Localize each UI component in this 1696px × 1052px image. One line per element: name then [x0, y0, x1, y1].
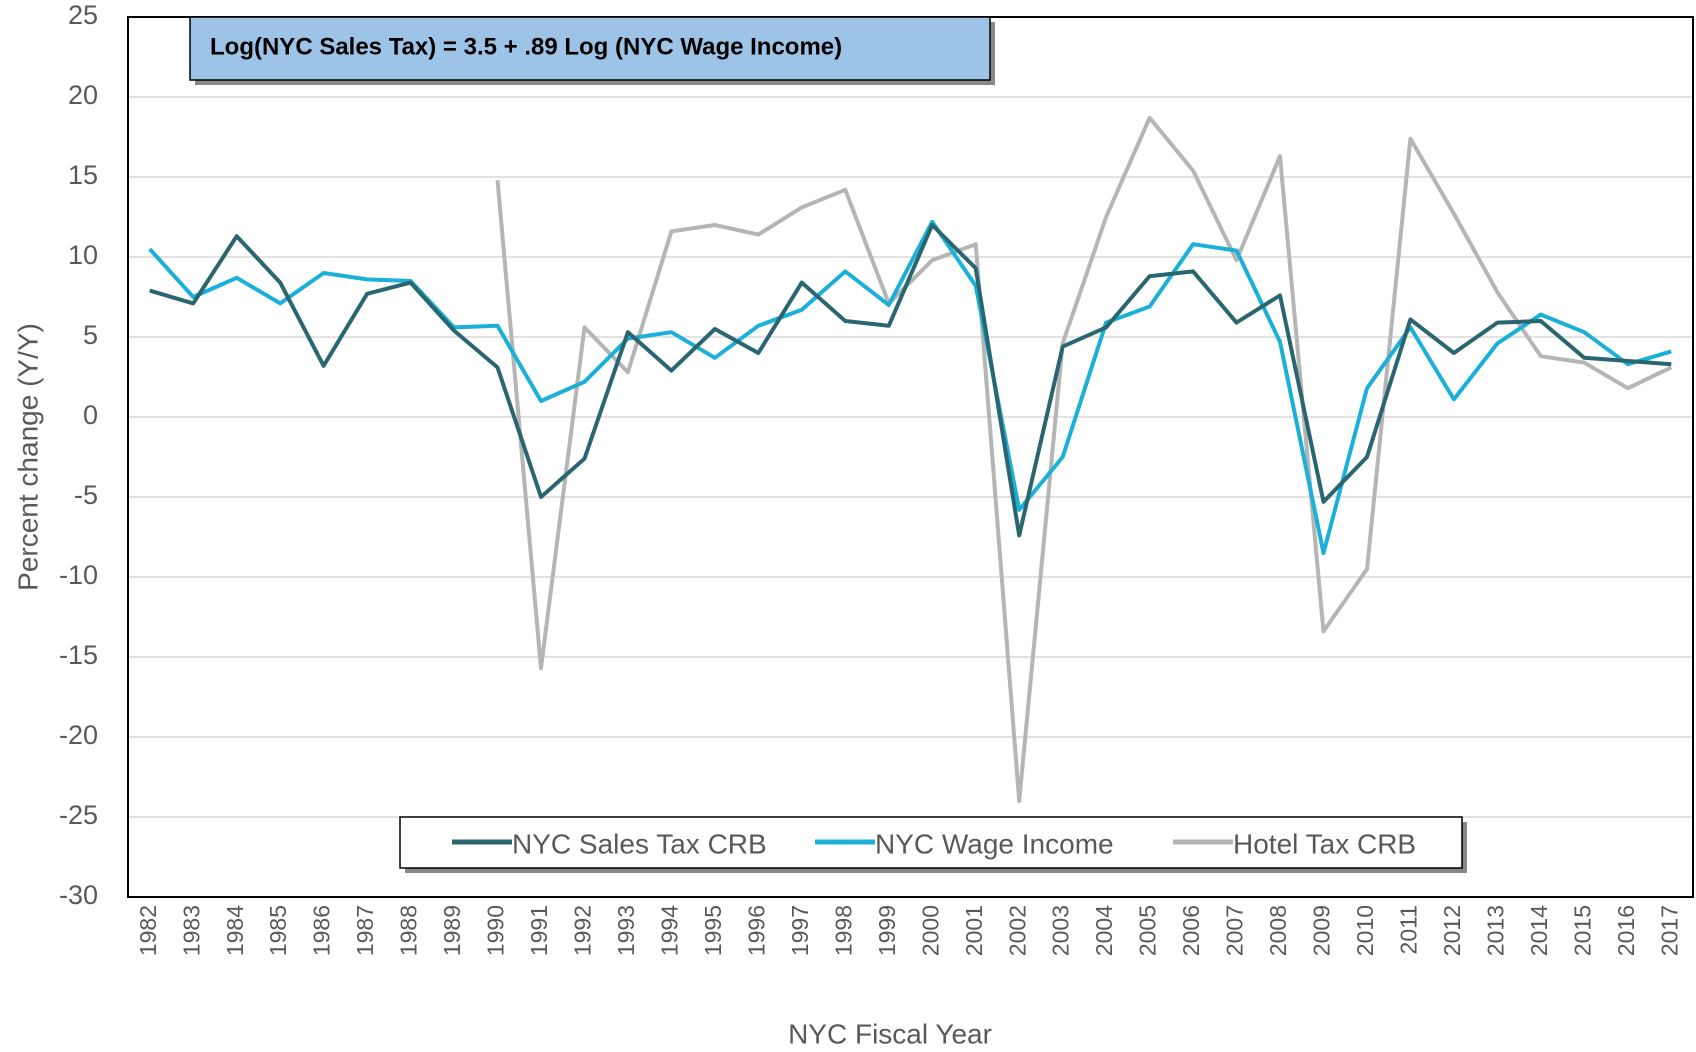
x-tick-label: 1984	[222, 905, 248, 956]
x-tick-label: 1987	[352, 905, 378, 956]
x-tick-label: 1993	[613, 905, 639, 956]
x-tick-label: 1982	[135, 905, 161, 956]
x-axis-label: NYC Fiscal Year	[788, 1018, 992, 1049]
y-tick-label: 20	[68, 80, 98, 110]
legend-label: NYC Sales Tax CRB	[512, 828, 767, 859]
data-line	[149, 223, 1672, 538]
x-tick-label: 1991	[526, 905, 552, 956]
y-tick-label: 5	[83, 320, 98, 350]
legend-label: NYC Wage Income	[875, 828, 1114, 859]
x-tick-label: 1986	[309, 905, 335, 956]
x-tick-label: 2009	[1309, 905, 1335, 956]
x-tick-label: 2002	[1004, 905, 1030, 956]
x-tick-label: 1996	[743, 905, 769, 956]
x-tick-label: 2008	[1265, 905, 1291, 956]
data-line	[495, 115, 1673, 803]
x-tick-label: 2005	[1135, 905, 1161, 956]
data-line	[148, 219, 1672, 555]
y-axis-label: Percent change (Y/Y)	[12, 323, 43, 591]
x-tick-label: 2003	[1048, 905, 1074, 956]
x-tick-label: 1983	[178, 905, 204, 956]
x-tick-label: 2014	[1526, 905, 1552, 956]
legend-label: Hotel Tax CRB	[1233, 828, 1416, 859]
x-tick-label: 1998	[830, 905, 856, 956]
plot-border	[127, 16, 1694, 898]
legend-box	[399, 816, 1463, 869]
x-tick-label: 1985	[265, 905, 291, 956]
x-tick-label: 1994	[656, 905, 682, 956]
y-tick-label: -20	[59, 720, 98, 750]
annotation: Log(NYC Sales Tax) = 3.5 + .89 Log (NYC …	[210, 33, 842, 60]
x-tick-label: 1997	[787, 905, 813, 956]
x-tick-label: 2013	[1482, 905, 1508, 956]
y-tick-label: -15	[59, 640, 98, 670]
x-tick-label: 1999	[874, 905, 900, 956]
x-tick-label: 2010	[1352, 905, 1378, 956]
y-tick-label: 15	[68, 160, 98, 190]
x-tick-label: 2000	[917, 905, 943, 956]
x-tick-label: 2004	[1091, 905, 1117, 956]
y-tick-label: -30	[59, 880, 98, 910]
x-tick-label: 1988	[396, 905, 422, 956]
y-tick-label: 0	[83, 400, 98, 430]
x-tick-label: 2007	[1222, 905, 1248, 956]
x-tick-label: 2001	[961, 905, 987, 956]
x-tick-label: 2006	[1178, 905, 1204, 956]
y-tick-label: -10	[59, 560, 98, 590]
x-tick-label: 2012	[1439, 905, 1465, 956]
annotation-box	[189, 16, 991, 81]
y-tick-label: -5	[74, 480, 98, 510]
y-tick-label: 25	[68, 0, 98, 30]
y-tick-label: 10	[68, 240, 98, 270]
x-tick-label: 2015	[1569, 905, 1595, 956]
x-tick-label: 2017	[1656, 905, 1682, 956]
x-tick-label: 1992	[570, 905, 596, 956]
x-tick-label: 1995	[700, 905, 726, 956]
x-tick-label: 2016	[1613, 905, 1639, 956]
x-tick-label: 1990	[483, 905, 509, 956]
x-tick-label: 2011	[1396, 905, 1422, 954]
y-tick-label: -25	[59, 800, 98, 830]
x-tick-label: 1989	[439, 905, 465, 956]
